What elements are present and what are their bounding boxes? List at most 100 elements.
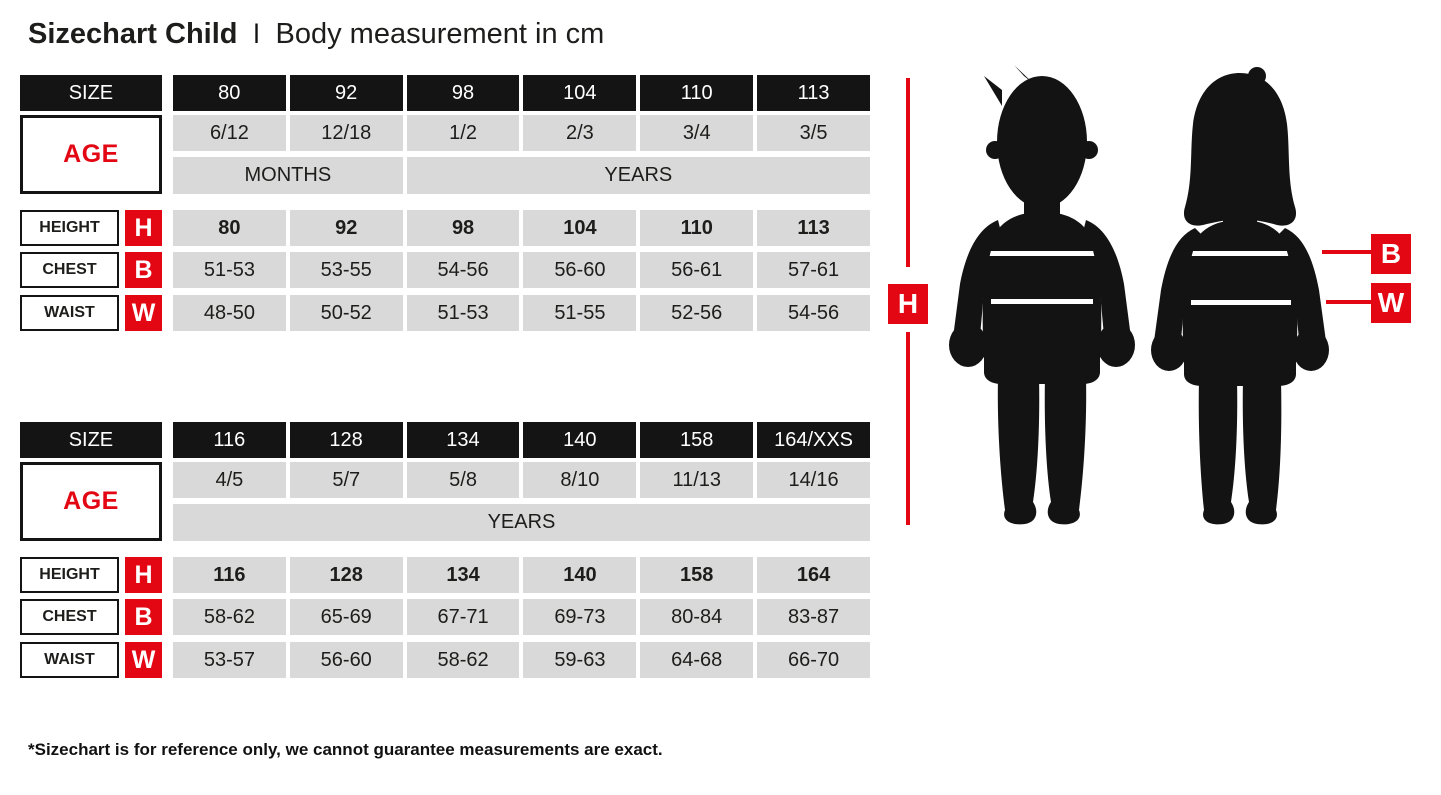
age-unit-months: MONTHS [173,157,403,194]
size-row: SIZE 116 128 134 140 158 164/XXS [20,422,870,458]
chest-value: 57-61 [757,252,870,288]
age-value: 3/5 [757,115,870,151]
waist-label-pair: WAIST W [20,642,162,678]
waist-value: 50-52 [289,295,403,331]
age-value: 3/4 [640,115,754,151]
title-separator: l [253,19,260,49]
waist-marker-w: W [1371,283,1411,323]
boy-chest-line [988,251,1096,256]
chest-value: 53-55 [289,252,403,288]
age-label-box: AGE [20,115,162,194]
age-value: 12/18 [289,115,403,151]
height-value: 128 [289,557,403,593]
height-value: 104 [523,210,637,246]
height-value: 110 [640,210,754,246]
height-value: 158 [640,557,754,593]
waist-value: 48-50 [173,295,286,331]
height-label: HEIGHT [20,557,119,593]
age-value: 6/12 [173,115,286,151]
size-value: 116 [172,422,286,458]
height-marker-h: H [888,284,928,324]
height-value: 80 [173,210,286,246]
girl-chest-line [1188,251,1294,256]
chest-value: 54-56 [406,252,520,288]
size-value: 158 [640,422,754,458]
waist-marker-badge: W [125,642,162,678]
height-value: 98 [406,210,520,246]
page-title-sub: Body measurement in cm [275,18,605,50]
waist-value: 58-62 [406,642,520,678]
chest-measure-line [1322,250,1371,254]
waist-value: 51-53 [406,295,520,331]
waist-marker-badge: W [125,295,162,331]
chest-value: 56-60 [523,252,637,288]
waist-measure-line [1326,300,1371,304]
age-row: 4/5 5/7 5/8 8/10 11/13 14/16 [20,462,870,498]
age-value: 14/16 [757,462,870,498]
height-value: 116 [173,557,286,593]
girl-silhouette [1151,67,1329,525]
age-unit-row: MONTHS YEARS [20,157,870,194]
height-value: 113 [757,210,870,246]
waist-row: WAIST W 53-57 56-60 58-62 59-63 64-68 66… [20,642,870,678]
age-value: 11/13 [640,462,754,498]
chest-value: 67-71 [406,599,520,635]
chest-label: CHEST [20,252,119,288]
age-value: 4/5 [173,462,286,498]
age-value: 1/2 [406,115,520,151]
chest-value: 51-53 [173,252,286,288]
chest-label: CHEST [20,599,119,635]
height-label: HEIGHT [20,210,119,246]
age-unit-years: YEARS [406,157,870,194]
size-value: 164/XXS [757,422,870,458]
height-row: HEIGHT H 80 92 98 104 110 113 [20,210,870,246]
waist-value: 52-56 [640,295,754,331]
size-header: SIZE [20,422,162,458]
height-value: 164 [757,557,870,593]
chest-value: 80-84 [640,599,754,635]
age-value: 2/3 [523,115,637,151]
chest-value: 83-87 [757,599,870,635]
age-row: 6/12 12/18 1/2 2/3 3/4 3/5 [20,115,870,151]
chest-value: 69-73 [523,599,637,635]
height-label-pair: HEIGHT H [20,210,162,246]
height-measure-line-top [906,78,910,267]
waist-label: WAIST [20,295,119,331]
size-value: 113 [757,75,870,111]
chest-row: CHEST B 51-53 53-55 54-56 56-60 56-61 57… [20,252,870,288]
age-label-box: AGE [20,462,162,541]
size-value: 128 [289,422,403,458]
size-value: 104 [523,75,637,111]
boy-waist-line [991,299,1093,304]
size-value: 140 [523,422,637,458]
page-title: Sizechart Child l Body measurement in cm [28,18,604,51]
chest-marker-badge: B [125,252,162,288]
age-value: 5/8 [406,462,520,498]
waist-value: 54-56 [757,295,870,331]
size-value: 134 [406,422,520,458]
chest-value: 65-69 [289,599,403,635]
waist-value: 53-57 [173,642,286,678]
size-value: 98 [406,75,520,111]
height-value: 92 [289,210,403,246]
size-header: SIZE [20,75,162,111]
footnote: *Sizechart is for reference only, we can… [28,740,663,759]
chest-value: 56-61 [640,252,754,288]
height-value: 140 [523,557,637,593]
waist-row: WAIST W 48-50 50-52 51-53 51-55 52-56 54… [20,295,870,331]
height-marker-badge: H [125,210,162,246]
height-label-pair: HEIGHT H [20,557,162,593]
chest-row: CHEST B 58-62 65-69 67-71 69-73 80-84 83… [20,599,870,635]
chest-value: 58-62 [173,599,286,635]
chest-label-pair: CHEST B [20,599,162,635]
boy-silhouette [949,65,1135,525]
age-unit-years: YEARS [173,504,870,541]
girl-waist-line [1191,300,1291,305]
waist-label-pair: WAIST W [20,295,162,331]
age-value: 5/7 [289,462,403,498]
height-row: HEIGHT H 116 128 134 140 158 164 [20,557,870,593]
waist-label: WAIST [20,642,119,678]
size-row: SIZE 80 92 98 104 110 113 [20,75,870,111]
size-value: 92 [289,75,403,111]
age-value: 8/10 [523,462,637,498]
